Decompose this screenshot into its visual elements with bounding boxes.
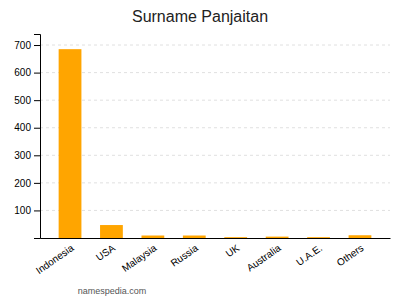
tick: 200	[14, 178, 40, 189]
bars	[59, 49, 372, 238]
tick: Russia	[169, 242, 201, 269]
tick: UK	[224, 242, 242, 259]
tick: 400	[14, 122, 40, 133]
annotation: namespedia.com	[78, 286, 147, 296]
tick: Australia	[245, 242, 284, 274]
tick: 700	[14, 40, 40, 51]
x-axis: Indonesia USAMalaysia Russia UKAustralia U.A…	[34, 239, 391, 277]
tick-label: Malaysia	[120, 242, 159, 274]
grid-line	[40, 100, 390, 101]
tick-mark	[34, 155, 40, 156]
tick-mark	[34, 73, 40, 74]
bar	[266, 237, 289, 238]
tick-mark	[34, 210, 40, 211]
tick-label: 600	[14, 67, 31, 78]
tick-label: 500	[14, 95, 31, 106]
grid-line	[40, 45, 390, 46]
tick-label: 700	[14, 40, 31, 51]
plot-area: 100 200 300 400 500 600 700 Indonesia USAMalaysi…	[14, 35, 390, 277]
tick-label: 300	[14, 150, 31, 161]
grid-line	[40, 72, 390, 73]
tick-label: 200	[14, 178, 31, 189]
grid-line	[40, 127, 390, 128]
y-axis: 100 200 300 400 500 600 700	[14, 35, 40, 239]
bar	[141, 236, 164, 238]
chart-container: 100 200 300 400 500 600 700 Indonesia USAMalaysi…	[0, 0, 400, 300]
bar	[100, 225, 123, 238]
tick-label: USA	[94, 242, 117, 263]
tick-label: U.A.E.	[294, 242, 324, 268]
bar	[224, 237, 247, 238]
tick-mark	[34, 100, 40, 101]
bar	[183, 236, 206, 238]
tick: 500	[14, 95, 40, 106]
tick-mark	[34, 128, 40, 129]
grid	[40, 45, 390, 210]
tick-label: Australia	[245, 242, 284, 274]
tick: USA	[94, 242, 117, 263]
tick-label: 400	[14, 122, 31, 133]
tick-label: UK	[224, 242, 242, 259]
bar	[307, 237, 330, 238]
chart-svg: 100 200 300 400 500 600 700 Indonesia USAMalaysi…	[0, 0, 400, 300]
tick: Others	[335, 242, 366, 268]
tick-label: Russia	[169, 242, 201, 269]
tick-label: Others	[335, 242, 366, 268]
tick-label: Indonesia	[34, 242, 76, 276]
bar	[349, 235, 372, 238]
tick: 600	[14, 67, 40, 78]
axis-line	[41, 238, 391, 239]
axis-line	[34, 35, 41, 239]
grid-line	[40, 182, 390, 183]
tick: Malaysia	[120, 242, 159, 274]
tick-mark	[34, 45, 40, 46]
tick: U.A.E.	[294, 242, 324, 268]
tick: 100	[14, 205, 40, 216]
bar	[59, 49, 82, 238]
tick: Indonesia	[34, 242, 76, 276]
tick-mark	[34, 183, 40, 184]
title: Surname Panjaitan	[132, 8, 268, 25]
grid-line	[40, 155, 390, 156]
grid-line	[40, 210, 390, 211]
tick: 300	[14, 150, 40, 161]
tick-label: 100	[14, 205, 31, 216]
